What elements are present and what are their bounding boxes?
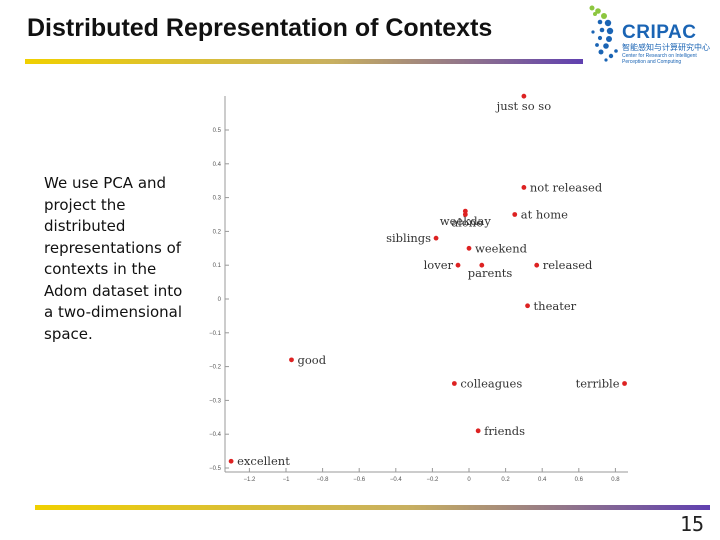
data-point: [289, 357, 294, 363]
point-label: theater: [534, 299, 577, 313]
data-point: [521, 93, 527, 99]
y-tick-label: 0.4: [213, 162, 222, 168]
x-tick-label: 0.4: [538, 477, 547, 483]
y-tick-label: −0.2: [209, 365, 222, 371]
point-label: lover: [424, 258, 454, 272]
point-label: not released: [530, 180, 603, 194]
data-point: [433, 235, 439, 241]
x-tick-label: −0.6: [353, 477, 366, 483]
data-point: [534, 262, 540, 268]
point-label: friends: [484, 424, 525, 438]
y-tick-label: 0.3: [213, 196, 222, 202]
point-label: excellent: [237, 454, 290, 468]
x-tick-label: −1: [283, 477, 291, 483]
point-label: good: [297, 353, 326, 367]
point-label: at home: [521, 208, 568, 222]
logo-subtitle-en-1: Center for Research on Intelligent: [622, 53, 697, 59]
data-point: [479, 262, 485, 268]
y-tick-label: −0.4: [209, 432, 222, 438]
data-point: [512, 212, 518, 217]
x-tick-label: −1.2: [243, 477, 256, 483]
footer-rule: [35, 505, 710, 510]
point-label: siblings: [386, 231, 431, 245]
point-label: colleagues: [460, 377, 522, 391]
logo-subtitle-cn: 智能感知与计算研究中心: [622, 43, 710, 52]
slide-body-text: We use PCA and project the distributed r…: [44, 174, 183, 343]
data-point: [455, 262, 461, 268]
y-tick-label: −0.5: [209, 466, 222, 472]
data-point: [622, 381, 627, 386]
point-label: weekday: [440, 214, 492, 228]
cripac-logo-icon: [589, 5, 618, 62]
y-tick-label: 0.5: [213, 128, 222, 134]
y-tick-label: −0.3: [209, 398, 222, 404]
point-label: terrible: [576, 377, 620, 391]
x-tick-label: 0.6: [575, 477, 584, 483]
point-label: released: [543, 258, 593, 272]
point-label: alone: [451, 216, 483, 230]
point-label: weekend: [475, 241, 528, 255]
data-point: [521, 185, 527, 190]
x-tick-label: −0.8: [317, 477, 330, 483]
data-point: [525, 303, 530, 309]
y-tick-label: −0.1: [209, 331, 222, 337]
x-tick-label: −0.2: [426, 477, 439, 483]
x-tick-label: 0: [467, 477, 471, 483]
data-point: [462, 212, 468, 217]
point-label: parents: [468, 266, 513, 280]
data-point: [228, 458, 234, 464]
logo-dots: [589, 5, 618, 62]
logo-subtitle-en-2: Perception and Computing: [622, 59, 682, 65]
page-number: 15: [680, 512, 705, 536]
data-point: [462, 208, 468, 214]
x-tick-label: −0.4: [390, 477, 403, 483]
x-tick-label: 0.8: [611, 477, 620, 483]
data-point: [475, 428, 481, 434]
slide-title: Distributed Representation of Contexts: [27, 14, 493, 42]
point-label: just so so: [495, 99, 552, 113]
y-tick-label: 0: [218, 297, 222, 303]
y-tick-label: 0.2: [213, 229, 222, 235]
x-tick-label: 0.2: [501, 477, 510, 483]
title-underline: [25, 59, 583, 64]
data-point: [466, 245, 472, 251]
y-tick-label: 0.1: [213, 263, 222, 269]
logo-name: CRIPAC: [622, 22, 697, 43]
data-point: [451, 381, 457, 386]
